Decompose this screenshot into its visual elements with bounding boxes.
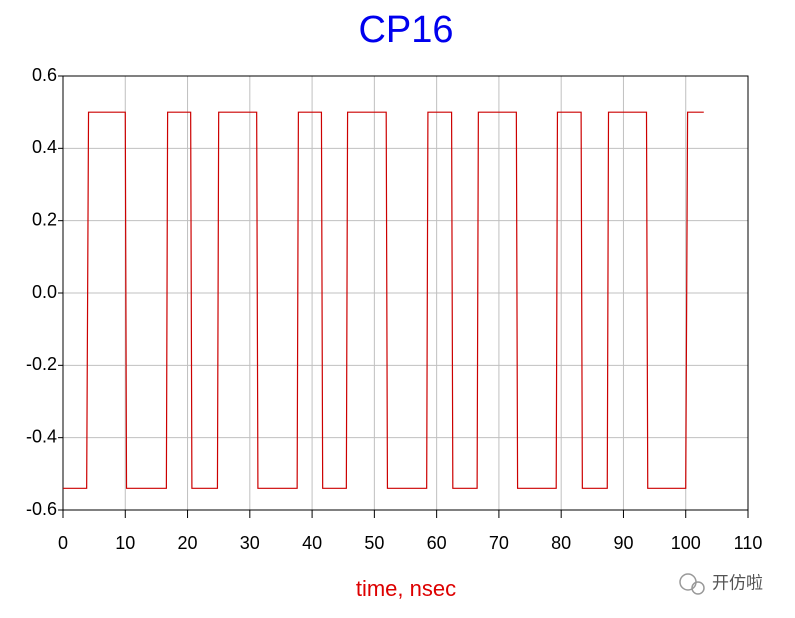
plot-frame [62, 75, 749, 511]
x-tick-label: 110 [734, 533, 763, 553]
x-tick-label: 30 [240, 533, 260, 553]
y-tick-label: -0.2 [26, 354, 57, 374]
x-axis-label: time, nsec [356, 576, 456, 601]
watermark: 开仿啦 [712, 573, 763, 592]
watermark-icon [679, 573, 705, 595]
x-tick-label: 0 [58, 533, 68, 553]
x-tick-label: 100 [671, 533, 701, 553]
x-tick-label: 70 [489, 533, 509, 553]
y-tick-label: -0.6 [26, 499, 57, 519]
y-tick-label: 0.0 [32, 282, 57, 302]
x-tick-label: 90 [613, 533, 633, 553]
y-tick-label: 0.2 [32, 209, 57, 229]
chart-title: CP16 [358, 9, 453, 51]
x-tick-label: 80 [551, 533, 571, 553]
line-series [63, 111, 704, 489]
y-tick-label: 0.6 [32, 65, 57, 85]
x-tick-label: 40 [302, 533, 322, 553]
x-tick-label: 10 [115, 533, 135, 553]
x-tick-label: 60 [427, 533, 447, 553]
x-tick-label: 50 [364, 533, 384, 553]
x-tick-label: 20 [178, 533, 198, 553]
y-tick-label: 0.4 [32, 137, 57, 157]
y-tick-label: -0.4 [26, 426, 57, 446]
